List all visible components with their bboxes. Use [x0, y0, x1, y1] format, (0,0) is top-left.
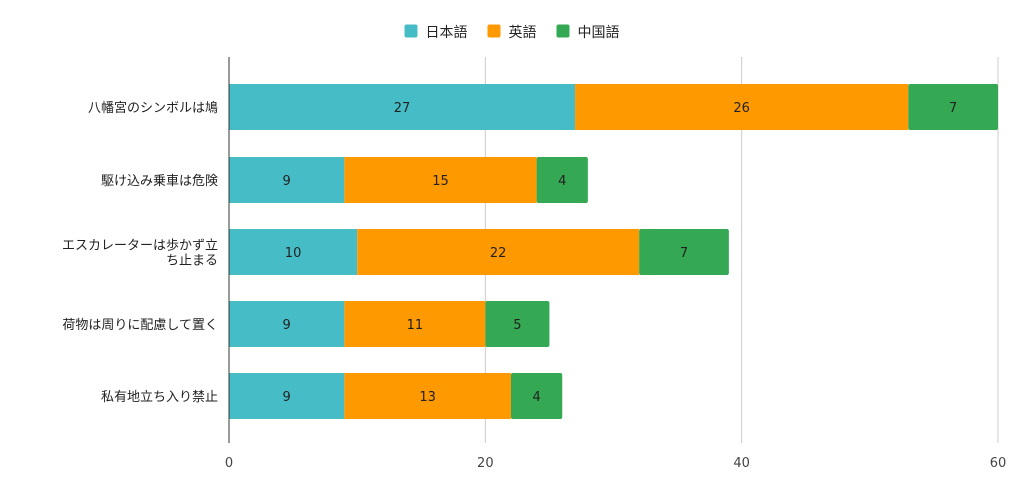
data-label: 7: [680, 246, 688, 261]
data-label: 13: [419, 390, 436, 405]
category-label: エスカレーターは歩かず立: [62, 239, 218, 254]
data-label: 10: [285, 246, 302, 261]
x-axis-ticks: 0 20 40 60: [225, 456, 1006, 471]
data-label: 26: [733, 101, 750, 116]
legend-swatch: [487, 24, 501, 38]
data-label: 9: [283, 390, 291, 405]
legend-label: 英語: [509, 24, 537, 41]
data-label: 15: [432, 174, 449, 189]
bars: 27 26 7 9 15 4 10 22 7 9 11 5 9 13 4: [229, 84, 998, 419]
category-label: ち止まる: [166, 254, 218, 269]
bar-segment: [229, 157, 345, 203]
category-labels: 八幡宮のシンボルは鳩駆け込み乗車は危険エスカレーターは歩かず立ち止まる荷物は周り…: [62, 100, 218, 405]
data-label: 4: [558, 174, 566, 189]
legend-swatch: [556, 24, 570, 38]
x-tick-label: 40: [733, 456, 750, 471]
bar-segment: [536, 157, 588, 203]
data-label: 4: [532, 390, 540, 405]
category-label: 八幡宮のシンボルは鳩: [88, 100, 218, 116]
data-label: 7: [949, 101, 957, 116]
data-label: 5: [513, 318, 521, 333]
bar-segment: [344, 301, 486, 347]
data-label: 27: [394, 101, 411, 116]
data-label: 22: [490, 246, 507, 261]
legend-label: 日本語: [426, 25, 468, 41]
category-label: 荷物は周りに配慮して置く: [62, 318, 218, 333]
data-label: 11: [407, 318, 424, 333]
legend-swatch: [404, 24, 418, 38]
bar-segment: [575, 84, 909, 130]
bar-segment: [908, 84, 998, 130]
bar-segment: [229, 229, 358, 275]
x-tick-label: 60: [990, 456, 1007, 471]
legend-item: 中国語: [556, 24, 620, 41]
bar-segment: [639, 229, 729, 275]
data-label: 9: [283, 174, 291, 189]
bar-segment: [485, 301, 550, 347]
bar-segment: [344, 373, 511, 419]
legend: 日本語 英語 中国語: [404, 24, 620, 41]
bar-segment: [510, 373, 563, 419]
x-tick-label: 0: [225, 456, 233, 471]
legend-item: 英語: [487, 24, 537, 41]
legend-label: 中国語: [578, 25, 620, 41]
category-label: 駆け込み乗車は危険: [101, 174, 218, 189]
bar-segment: [229, 373, 345, 419]
category-label: 私有地立ち入り禁止: [101, 390, 218, 405]
bar-segment: [229, 84, 576, 130]
bar-segment: [344, 157, 537, 203]
bar-segment: [357, 229, 640, 275]
legend-item: 日本語: [404, 24, 468, 41]
x-tick-label: 20: [477, 456, 494, 471]
data-label: 9: [283, 318, 291, 333]
bar-segment: [229, 301, 345, 347]
